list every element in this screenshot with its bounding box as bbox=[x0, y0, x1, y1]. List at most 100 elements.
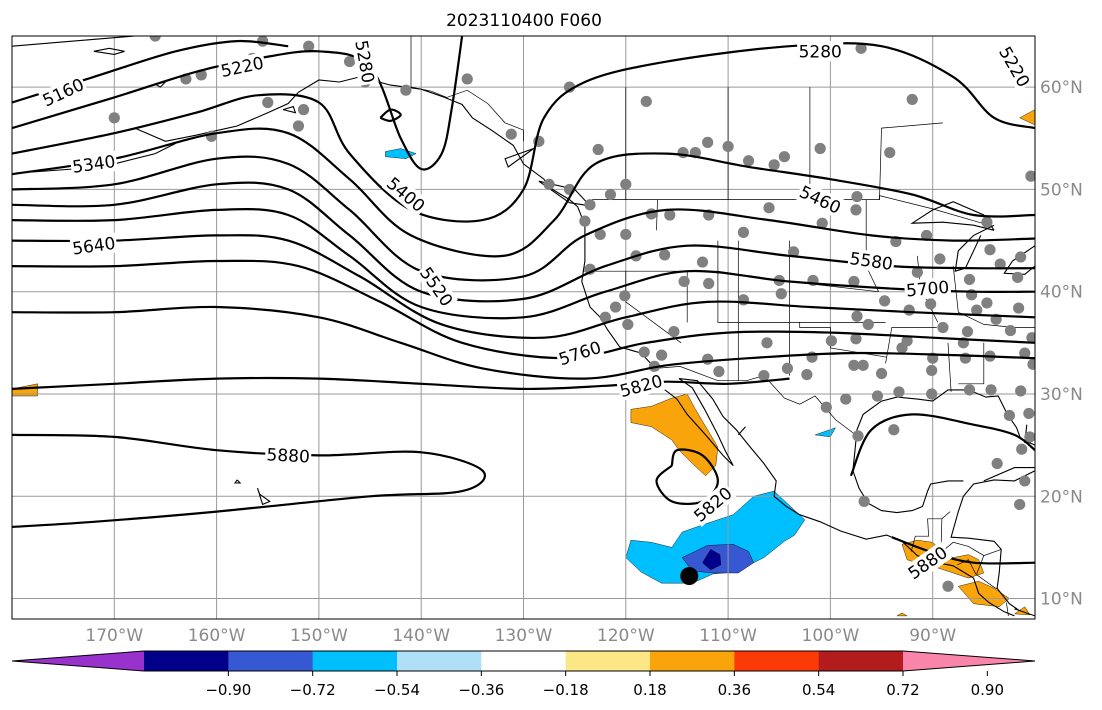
contour-label-11: 5700 bbox=[903, 276, 952, 301]
lon-tick-label: 140°W bbox=[392, 626, 450, 646]
shaded-area-9 bbox=[1019, 109, 1035, 126]
colorbar-tick-label: −0.54 bbox=[374, 681, 420, 699]
colorbar: −0.90 −0.72 −0.54 −0.36 −0.18 0.18 0.36 0.54 0.7… bbox=[11, 650, 1036, 699]
observation-dot bbox=[855, 42, 867, 54]
border-line bbox=[410, 86, 524, 142]
observation-dot bbox=[1013, 302, 1025, 314]
observation-dot bbox=[926, 364, 938, 377]
colorbar-tick-label: 0.90 bbox=[971, 681, 1004, 699]
colorbar-tick-label: −0.36 bbox=[458, 681, 504, 699]
contour-label-3: 5280 bbox=[797, 41, 844, 62]
observation-dot bbox=[925, 298, 937, 310]
coastline bbox=[256, 487, 271, 506]
observation-dot bbox=[505, 128, 517, 140]
contour-label-halo bbox=[903, 276, 952, 301]
colorbar-segment bbox=[650, 651, 735, 671]
coastline bbox=[852, 389, 1035, 514]
coastline bbox=[233, 479, 242, 484]
observation-dot bbox=[1014, 498, 1026, 511]
observation-dot bbox=[737, 226, 750, 238]
colorbar-tick-label: −0.18 bbox=[543, 681, 589, 699]
observation-dot bbox=[638, 346, 650, 358]
observation-dot bbox=[963, 384, 976, 396]
observation-dot bbox=[825, 335, 838, 347]
observation-dot bbox=[875, 367, 888, 380]
contour-label-halo bbox=[415, 262, 458, 312]
lon-tick-label: 130°W bbox=[495, 626, 553, 646]
observation-dot bbox=[400, 84, 412, 96]
observation-dot bbox=[1003, 409, 1016, 422]
contour-label-text: 5880 bbox=[266, 445, 310, 467]
observation-dot bbox=[879, 295, 891, 307]
observation-dot bbox=[862, 318, 874, 331]
lon-tick-label: 150°W bbox=[290, 626, 348, 646]
contour-label-text: 5280 bbox=[799, 42, 842, 62]
contour-line bbox=[12, 259, 1035, 360]
coastline bbox=[504, 147, 535, 168]
observation-dot bbox=[814, 142, 826, 155]
observation-dot bbox=[620, 228, 632, 241]
observation-dot bbox=[563, 81, 576, 93]
contour-label-halo bbox=[797, 41, 844, 62]
observation-dot bbox=[678, 275, 690, 288]
colorbar-segment bbox=[734, 651, 820, 671]
contour-label-halo bbox=[795, 180, 846, 219]
observation-dot bbox=[1012, 271, 1024, 283]
contour-label-halo bbox=[38, 73, 89, 112]
observation-dot bbox=[888, 424, 900, 436]
lat-tick-label: 30°N bbox=[1040, 385, 1083, 405]
observation-dot bbox=[1019, 475, 1031, 487]
observation-dot bbox=[801, 368, 813, 381]
colorbar-segment bbox=[397, 651, 482, 671]
observation-dot bbox=[857, 359, 869, 371]
observation-dot bbox=[981, 297, 993, 309]
observation-dot bbox=[761, 337, 773, 349]
coastline bbox=[737, 426, 746, 436]
observation-dot bbox=[781, 362, 794, 375]
lat-tick-label: 20°N bbox=[1040, 487, 1083, 507]
center-dot bbox=[680, 567, 699, 586]
contour-label-halo bbox=[69, 150, 118, 178]
contour-label-halo bbox=[69, 232, 118, 259]
colorbar-segment bbox=[312, 651, 398, 671]
coastline bbox=[983, 467, 1035, 482]
colorbar-tick-label: −0.72 bbox=[290, 681, 336, 699]
contour-label-halo bbox=[381, 172, 430, 217]
observation-dot bbox=[1024, 431, 1035, 443]
lon-tick-label: 110°W bbox=[699, 626, 757, 646]
colorbar-tick-label: 0.72 bbox=[886, 681, 919, 699]
contour-label-halo bbox=[994, 41, 1035, 92]
observation-sites bbox=[108, 36, 1035, 592]
observation-dot bbox=[942, 580, 954, 592]
contour-label-5: 5340 bbox=[69, 150, 118, 178]
coastline bbox=[1014, 608, 1035, 617]
observation-dot bbox=[1027, 358, 1035, 370]
observation-dot bbox=[1004, 324, 1017, 337]
border-line bbox=[879, 122, 943, 200]
observation-dot bbox=[262, 96, 274, 109]
lon-tick-label: 160°W bbox=[188, 626, 246, 646]
observation-dot bbox=[871, 390, 884, 402]
border-line bbox=[885, 327, 937, 364]
colorbar-segment bbox=[144, 651, 229, 671]
contour-line bbox=[891, 536, 1035, 565]
observation-dot bbox=[820, 401, 832, 413]
observation-dot bbox=[1023, 407, 1035, 420]
colorbar-tick-label: 0.36 bbox=[718, 681, 751, 699]
coastline bbox=[950, 470, 1035, 612]
lat-tick-label: 40°N bbox=[1040, 283, 1083, 303]
observation-dot bbox=[461, 73, 473, 85]
colorbar-tick-label: −0.90 bbox=[205, 681, 251, 699]
height-contours bbox=[12, 36, 1035, 565]
observation-dot bbox=[737, 294, 750, 306]
observation-dot bbox=[994, 258, 1006, 270]
observation-dot bbox=[852, 430, 864, 442]
observation-dot bbox=[702, 353, 714, 365]
border-line bbox=[952, 266, 1035, 328]
colorbar-extend-low bbox=[12, 651, 144, 671]
observation-dot bbox=[149, 36, 161, 42]
observation-dot bbox=[645, 208, 657, 220]
contour-label-halo bbox=[847, 247, 896, 275]
